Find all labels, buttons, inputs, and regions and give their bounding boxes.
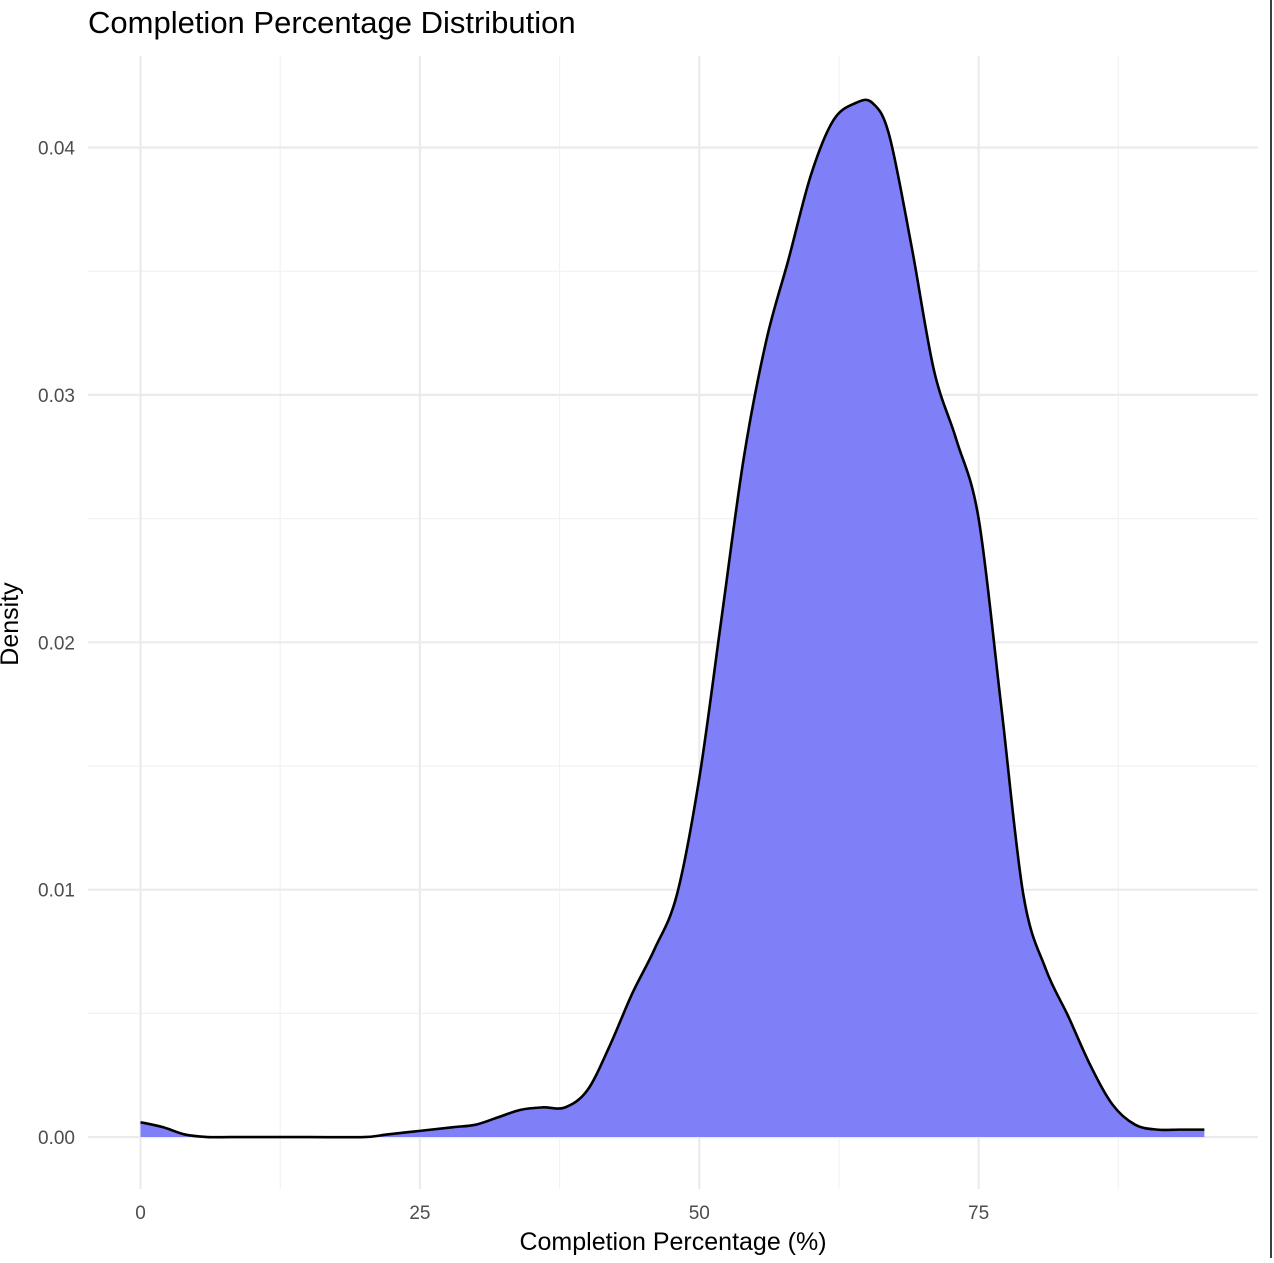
x-tick-label: 50 [689,1203,710,1224]
x-tick-label: 0 [135,1203,146,1224]
density-area [140,99,1205,1138]
x-tick-label: 25 [409,1203,430,1224]
chart-title: Completion Percentage Distribution [88,5,576,40]
major-gridlines [88,56,1258,1189]
y-axis-title: Density [0,582,24,666]
x-axis-ticks: 0 25 50 75 [135,1203,989,1224]
y-tick-label: 0.00 [38,1128,75,1149]
y-tick-label: 0.02 [38,633,75,654]
x-axis-title: Completion Percentage (%) [519,1228,826,1256]
x-tick-label: 75 [968,1203,989,1224]
y-tick-label: 0.01 [38,881,75,902]
y-tick-label: 0.03 [38,386,75,407]
y-axis-ticks: 0.00 0.01 0.02 0.03 0.04 [38,139,75,1150]
y-tick-label: 0.04 [38,139,75,160]
density-line [140,98,1205,1139]
